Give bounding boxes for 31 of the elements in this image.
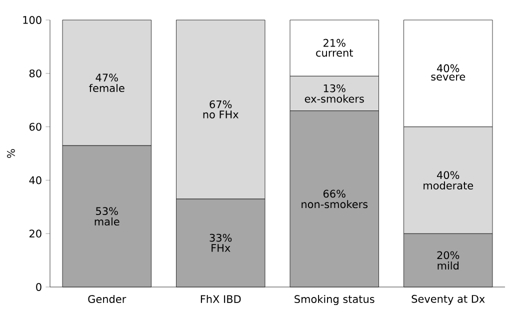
data-label: 21% [324, 38, 346, 47]
data-label: 13% [324, 84, 346, 92]
y-tick-label: 80 [29, 69, 42, 78]
x-tick-label: Smoking status [294, 294, 374, 306]
y-tick-label: 20 [30, 230, 42, 238]
data-label: 40% [437, 64, 460, 72]
y-tick-label: 60 [29, 122, 42, 131]
data-label: 33% [210, 234, 232, 242]
annotation: female [89, 84, 124, 92]
x-tick-label: Seventy at Dx [412, 294, 485, 305]
data-label: 66% [323, 190, 346, 198]
annotation: FHx [212, 244, 230, 252]
data-label: 20% [437, 251, 460, 260]
x-tick-label: FhX IBD [200, 294, 241, 303]
data-label: 40% [437, 171, 460, 179]
annotation: non-smokers [302, 200, 368, 208]
data-label: 67% [210, 100, 232, 108]
annotation: ex-smokers [304, 94, 364, 103]
annotation: mild [438, 262, 458, 270]
annotation: no FHx [203, 110, 238, 118]
annotation: severe [431, 74, 466, 81]
y-axis-title: % [7, 149, 15, 158]
annotation: male [94, 217, 120, 226]
data-label: 53% [96, 207, 118, 216]
annotation: current [316, 49, 353, 57]
data-label: 47% [96, 74, 118, 82]
annotation: moderate [424, 181, 474, 190]
y-tick-label: 100 [23, 16, 42, 24]
y-tick-label: 40 [29, 176, 42, 184]
x-tick-label: Gender [88, 294, 126, 304]
y-tick-label: 0 [36, 283, 42, 291]
